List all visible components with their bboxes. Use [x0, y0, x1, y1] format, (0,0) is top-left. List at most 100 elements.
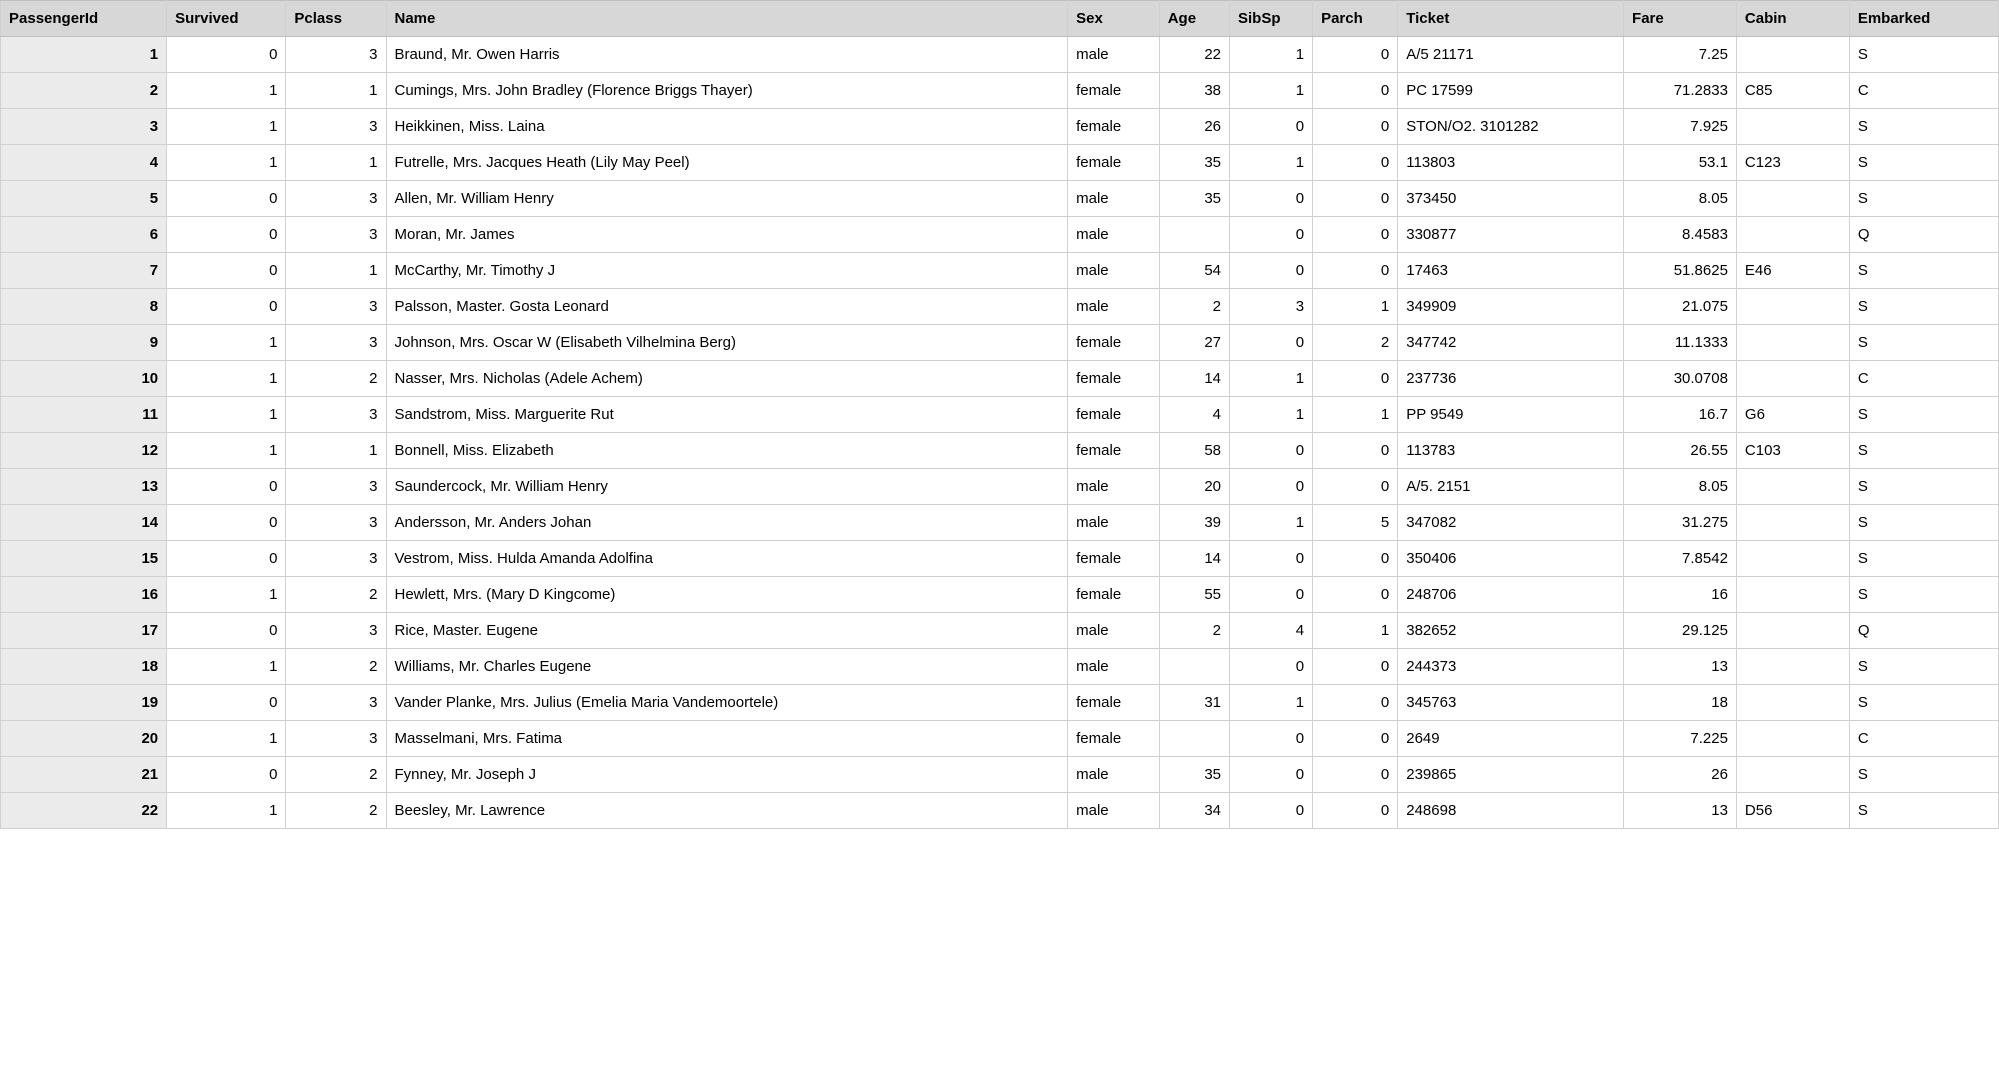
cell-cabin: [1736, 577, 1849, 613]
cell-age: 54: [1159, 253, 1229, 289]
cell-embarked: S: [1849, 325, 1998, 361]
cell-sex: male: [1068, 505, 1160, 541]
row-index: 20: [1, 721, 167, 757]
cell-survived: 1: [167, 721, 286, 757]
cell-sex: male: [1068, 649, 1160, 685]
cell-ticket: 347082: [1398, 505, 1624, 541]
cell-parch: 0: [1313, 577, 1398, 613]
cell-ticket: 350406: [1398, 541, 1624, 577]
cell-age: 4: [1159, 397, 1229, 433]
cell-ticket: 239865: [1398, 757, 1624, 793]
cell-sibsp: 4: [1230, 613, 1313, 649]
cell-fare: 30.0708: [1624, 361, 1737, 397]
cell-fare: 71.2833: [1624, 73, 1737, 109]
cell-cabin: [1736, 685, 1849, 721]
cell-embarked: S: [1849, 757, 1998, 793]
cell-name: Palsson, Master. Gosta Leonard: [386, 289, 1068, 325]
row-index: 12: [1, 433, 167, 469]
cell-sibsp: 1: [1230, 397, 1313, 433]
cell-ticket: 113803: [1398, 145, 1624, 181]
cell-name: Masselmani, Mrs. Fatima: [386, 721, 1068, 757]
cell-pclass: 2: [286, 361, 386, 397]
cell-pclass: 3: [286, 613, 386, 649]
cell-age: 34: [1159, 793, 1229, 829]
cell-parch: 0: [1313, 181, 1398, 217]
cell-name: McCarthy, Mr. Timothy J: [386, 253, 1068, 289]
cell-age: 58: [1159, 433, 1229, 469]
cell-sibsp: 0: [1230, 109, 1313, 145]
table-row: 211Cumings, Mrs. John Bradley (Florence …: [1, 73, 1999, 109]
cell-name: Beesley, Mr. Lawrence: [386, 793, 1068, 829]
row-index: 15: [1, 541, 167, 577]
cell-pclass: 3: [286, 181, 386, 217]
cell-pclass: 2: [286, 793, 386, 829]
table-row: 1812Williams, Mr. Charles Eugenemale0024…: [1, 649, 1999, 685]
cell-pclass: 3: [286, 289, 386, 325]
cell-ticket: 373450: [1398, 181, 1624, 217]
table-row: 103Braund, Mr. Owen Harrismale2210A/5 21…: [1, 37, 1999, 73]
cell-sibsp: 1: [1230, 505, 1313, 541]
cell-name: Williams, Mr. Charles Eugene: [386, 649, 1068, 685]
cell-sibsp: 0: [1230, 325, 1313, 361]
cell-name: Rice, Master. Eugene: [386, 613, 1068, 649]
cell-fare: 26: [1624, 757, 1737, 793]
cell-pclass: 2: [286, 577, 386, 613]
data-table: PassengerId Survived Pclass Name Sex Age…: [0, 0, 1999, 829]
col-header-embarked: Embarked: [1849, 1, 1998, 37]
cell-sibsp: 0: [1230, 757, 1313, 793]
cell-cabin: [1736, 37, 1849, 73]
cell-age: 2: [1159, 613, 1229, 649]
cell-parch: 0: [1313, 541, 1398, 577]
cell-age: 14: [1159, 361, 1229, 397]
cell-fare: 7.925: [1624, 109, 1737, 145]
cell-name: Braund, Mr. Owen Harris: [386, 37, 1068, 73]
col-header-parch: Parch: [1313, 1, 1398, 37]
table-row: 2102Fynney, Mr. Joseph Jmale350023986526…: [1, 757, 1999, 793]
cell-parch: 0: [1313, 73, 1398, 109]
cell-name: Moran, Mr. James: [386, 217, 1068, 253]
table-row: 1012Nasser, Mrs. Nicholas (Adele Achem)f…: [1, 361, 1999, 397]
cell-cabin: E46: [1736, 253, 1849, 289]
col-header-survived: Survived: [167, 1, 286, 37]
cell-age: 35: [1159, 181, 1229, 217]
cell-sex: male: [1068, 37, 1160, 73]
row-index: 13: [1, 469, 167, 505]
table-row: 411Futrelle, Mrs. Jacques Heath (Lily Ma…: [1, 145, 1999, 181]
cell-survived: 1: [167, 397, 286, 433]
table-row: 2212Beesley, Mr. Lawrencemale34002486981…: [1, 793, 1999, 829]
cell-parch: 2: [1313, 325, 1398, 361]
table-row: 701McCarthy, Mr. Timothy Jmale5400174635…: [1, 253, 1999, 289]
cell-pclass: 3: [286, 721, 386, 757]
cell-cabin: [1736, 541, 1849, 577]
cell-age: [1159, 721, 1229, 757]
col-header-fare: Fare: [1624, 1, 1737, 37]
cell-fare: 8.05: [1624, 181, 1737, 217]
cell-cabin: [1736, 181, 1849, 217]
cell-sex: female: [1068, 721, 1160, 757]
col-header-cabin: Cabin: [1736, 1, 1849, 37]
row-index: 11: [1, 397, 167, 433]
cell-ticket: PP 9549: [1398, 397, 1624, 433]
cell-parch: 0: [1313, 145, 1398, 181]
cell-name: Futrelle, Mrs. Jacques Heath (Lily May P…: [386, 145, 1068, 181]
cell-embarked: S: [1849, 397, 1998, 433]
cell-cabin: [1736, 217, 1849, 253]
cell-cabin: [1736, 469, 1849, 505]
cell-pclass: 3: [286, 109, 386, 145]
cell-embarked: S: [1849, 37, 1998, 73]
cell-parch: 0: [1313, 685, 1398, 721]
cell-pclass: 3: [286, 541, 386, 577]
cell-age: 26: [1159, 109, 1229, 145]
cell-cabin: D56: [1736, 793, 1849, 829]
cell-ticket: 382652: [1398, 613, 1624, 649]
cell-parch: 0: [1313, 217, 1398, 253]
cell-sex: female: [1068, 433, 1160, 469]
cell-ticket: 17463: [1398, 253, 1624, 289]
cell-survived: 0: [167, 541, 286, 577]
cell-pclass: 3: [286, 685, 386, 721]
row-index: 7: [1, 253, 167, 289]
cell-age: 35: [1159, 757, 1229, 793]
cell-sex: female: [1068, 73, 1160, 109]
cell-pclass: 1: [286, 433, 386, 469]
cell-name: Vander Planke, Mrs. Julius (Emelia Maria…: [386, 685, 1068, 721]
